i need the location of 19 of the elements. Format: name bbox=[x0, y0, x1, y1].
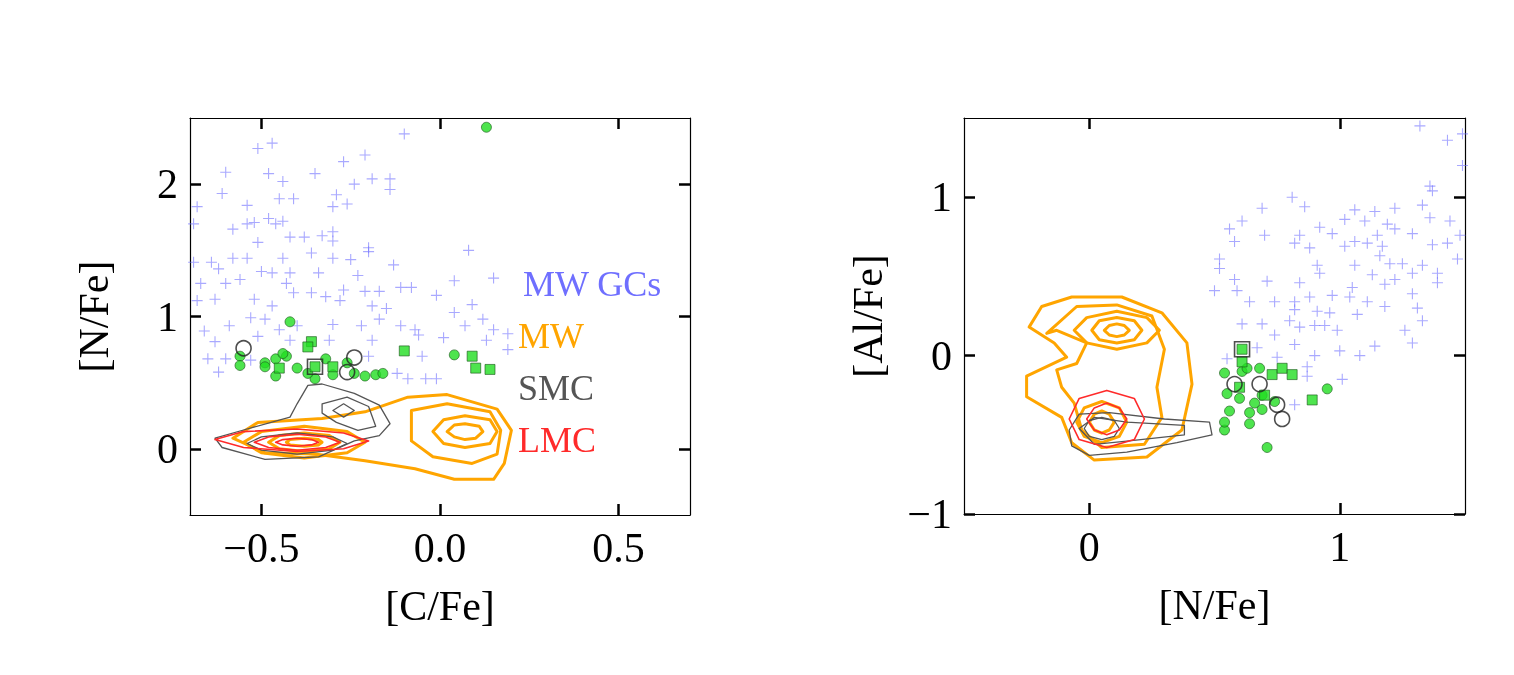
y-tick-label: −1 bbox=[907, 491, 952, 537]
series-label: MW GCs bbox=[523, 264, 662, 304]
x-tick-label: 0.5 bbox=[592, 525, 645, 571]
x-axis-title: [N/Fe] bbox=[1158, 582, 1271, 628]
y-axis-title: [N/Fe] bbox=[71, 260, 117, 373]
y-axis-title: [Al/Fe] bbox=[845, 254, 891, 378]
x-tick-label: 1 bbox=[1329, 524, 1351, 570]
y-tick-label: 2 bbox=[157, 161, 178, 208]
x-tick-label: 0.0 bbox=[413, 525, 467, 571]
annotation: SMC bbox=[518, 368, 595, 408]
y-tick-label: 0 bbox=[931, 332, 952, 379]
x-axis-title: [C/Fe] bbox=[385, 583, 495, 629]
x-tick-label: −0.5 bbox=[223, 525, 300, 571]
x-tick-label: 0 bbox=[1078, 524, 1100, 570]
annotation: LMC bbox=[518, 420, 597, 460]
y-tick-label: 1 bbox=[931, 174, 952, 221]
y-tick-label: 0 bbox=[157, 425, 178, 472]
annotation: MW bbox=[518, 316, 585, 356]
y-tick-label: 1 bbox=[157, 293, 178, 340]
